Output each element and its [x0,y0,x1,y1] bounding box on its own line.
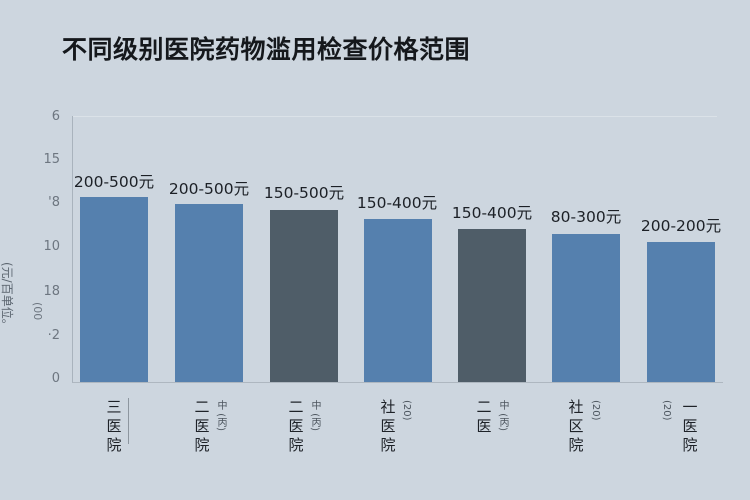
bar [175,204,243,382]
x-category-label: 社区院 [568,398,584,454]
bar-value-label: 200-500元 [168,180,250,198]
y-tick: 0 [51,371,60,386]
bar-value-label: 150-400元 [356,194,438,212]
chart-title: 不同级别医院药物滥用检查价格范围 [62,35,471,64]
bar [647,242,715,382]
x-category-sublabel: (20) [401,400,412,421]
bar [270,210,338,382]
bar-value-label: 200-500元 [73,173,155,191]
bar-value-label: 80-300元 [550,208,622,226]
x-category-label: 一医院 [682,398,698,454]
bar [552,234,620,382]
x-category-sublabel: (20) [661,400,672,421]
x-category-sublabel: 中 (丙) [215,400,226,431]
x-category-sublabel: (20) [590,400,601,421]
bar-value-label: 150-400元 [451,204,533,222]
x-category-label: 二医院 [194,398,210,454]
y-tick: ·2 [47,328,60,343]
y-tick: 10 [43,239,60,254]
y-tick: 15 [43,152,60,167]
bar [80,197,148,382]
y-tick: 6 [51,109,60,124]
x-category-label: 三医院 [106,398,122,454]
bar-value-label: 200-200元 [640,217,722,235]
bar [364,219,432,382]
x-category-sublabel: 中 (丙) [309,400,320,431]
x-category-label: 社医院 [380,398,396,454]
bar [458,229,526,382]
x-category-label: 二医 [476,398,492,435]
bar-value-label: 150-500元 [263,184,345,202]
y-axis-sublabel: (00 [31,302,44,321]
x-category-label: 二医院 [288,398,304,454]
plot-top-border [72,116,717,117]
y-axis-label: (元/百单位。 [0,262,14,331]
y-tick: 18 [43,284,60,299]
plot-area [72,116,723,383]
y-tick: '8 [48,195,60,210]
x-category-sublabel: 中 (丙) [497,400,508,431]
x-category-tick [128,398,129,444]
